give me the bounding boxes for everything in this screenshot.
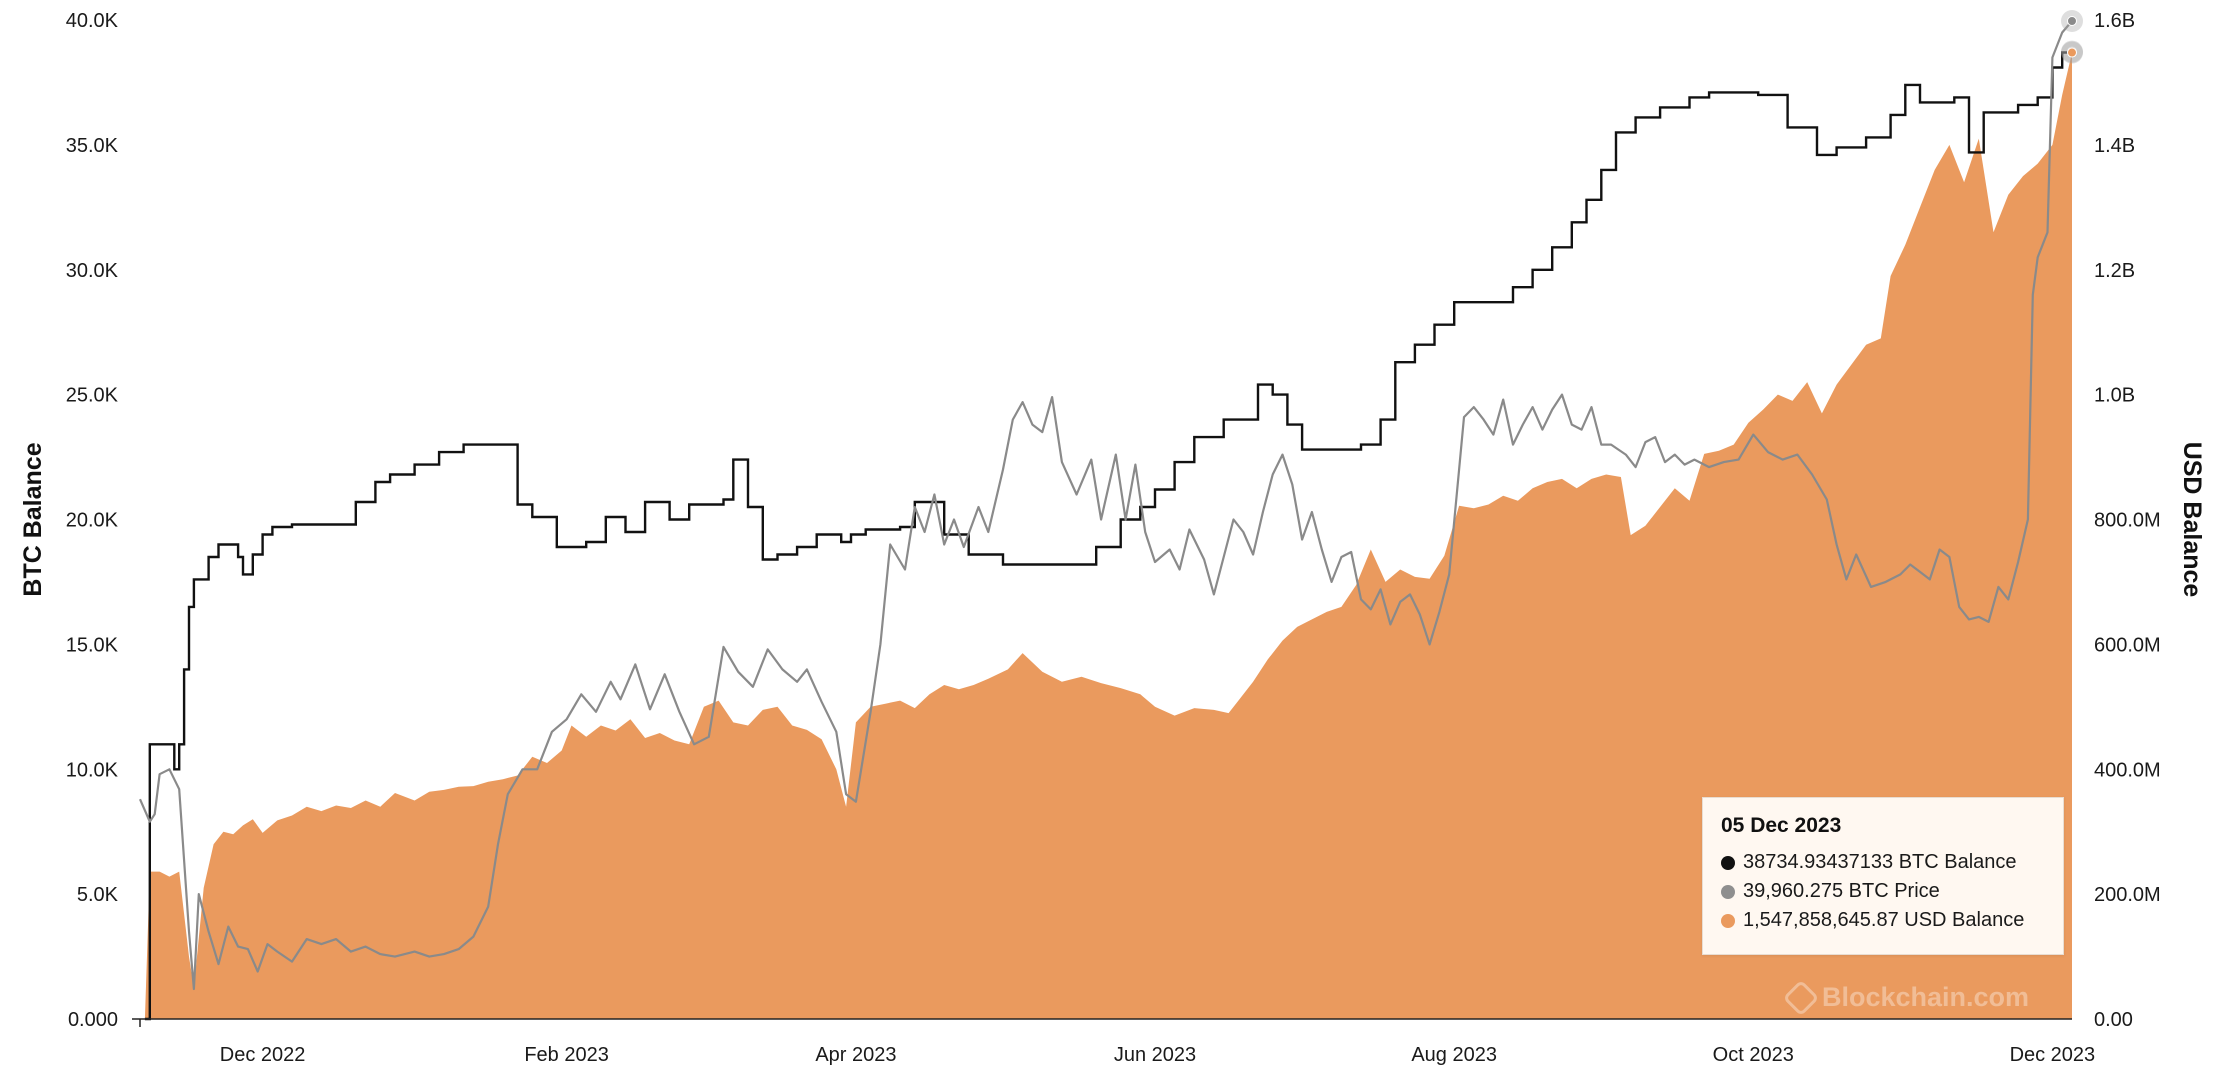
right-tick-label: 1.4B [2094,135,2135,157]
right-tick-label: 1.6B [2094,10,2135,32]
tooltip-row-usd-balance: 1,547,858,645.87 USD Balance [1721,906,2045,935]
tooltip-row-btc-balance: 38734.93437133 BTC Balance [1721,848,2045,877]
marker-layer [2061,9,2083,64]
right-tick-label: 1.2B [2094,260,2135,282]
x-tick-label: Aug 2023 [1411,1044,1497,1066]
usd-balance-marker [2067,47,2077,58]
usd-balance-area-layer [144,52,2072,1020]
left-tick-label: 20.0K [66,510,119,532]
left-axis-title: BTC Balance [19,442,47,596]
left-tick-label: 0.000 [68,1009,118,1031]
right-tick-label: 400.0M [2094,759,2161,781]
x-tick-label: Oct 2023 [1713,1044,1794,1066]
left-tick-label: 30.0K [66,260,119,282]
tooltip-row-btc-price: 39,960.275 BTC Price [1721,877,2045,906]
tooltip-btc-balance-value: 38734.93437133 BTC Balance [1743,851,2017,873]
tooltip-date: 05 Dec 2023 [1721,814,1842,837]
tooltip: 05 Dec 2023 38734.93437133 BTC Balance 3… [1702,797,2064,955]
right-tick-label: 800.0M [2094,510,2161,532]
right-axis-title: USD Balance [2178,442,2206,598]
left-tick-label: 40.0K [66,10,119,32]
right-tick-label: 200.0M [2094,884,2161,906]
line-layer [138,20,2074,1021]
btc-price-marker [2067,15,2077,26]
axes-layer: 0.000 5.0K 10.0K 15.0K 20.0K 25.0K 30.0K 35.0K 4… [19,10,2206,1066]
x-tick-label: Dec 2023 [2010,1044,2096,1066]
btc-balance-line [144,51,2074,1021]
x-tick-label: Apr 2023 [815,1044,896,1066]
left-tick-label: 25.0K [66,385,119,407]
left-tick-label: 35.0K [66,135,119,157]
btc-balance-legend-dot [1721,855,1735,870]
x-tick-label: Feb 2023 [524,1044,609,1066]
blockchain-logo-icon [1782,979,1820,1016]
right-tick-label: 600.0M [2094,634,2161,656]
x-tick-label: Jun 2023 [1114,1044,1196,1066]
right-tick-label: 0.00 [2094,1009,2133,1031]
usd-balance-legend-dot [1721,913,1735,928]
tooltip-usd-balance-value: 1,547,858,645.87 USD Balance [1743,909,2025,931]
watermark: Blockchain.com [1782,979,2030,1016]
left-tick-label: 15.0K [66,634,119,656]
usd-balance-area [144,52,2072,1020]
left-tick-label: 10.0K [66,759,119,781]
tooltip-btc-price-value: 39,960.275 BTC Price [1743,880,1940,902]
right-tick-label: 1.0B [2094,385,2135,407]
left-tick-label: 5.0K [77,884,119,906]
btc-price-legend-dot [1721,884,1735,899]
watermark-text: Blockchain.com [1822,982,2030,1012]
btc-price-line [138,20,2073,991]
x-tick-label: Dec 2022 [220,1044,306,1066]
